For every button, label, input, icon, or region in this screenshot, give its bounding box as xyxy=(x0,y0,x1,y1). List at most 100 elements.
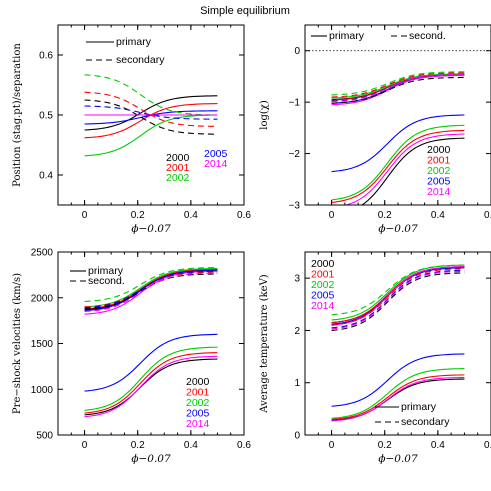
series-line-2002-solid xyxy=(331,124,465,201)
series-line-2005-dashed xyxy=(84,105,218,120)
x-tick-label: 0.6 xyxy=(484,210,491,221)
series-line-2001-dashed xyxy=(331,72,465,98)
x-tick-label: 0.6 xyxy=(237,440,251,451)
series-line-2002-solid xyxy=(84,114,218,157)
x-tick-label: 0 xyxy=(82,440,88,451)
series-line-2014-solid xyxy=(331,376,465,422)
series-line-2014-dashed xyxy=(84,272,218,313)
x-tick-label: 0.6 xyxy=(237,210,251,221)
x-tick-label: 0.4 xyxy=(431,210,445,221)
legend-year-2005: 2005 xyxy=(427,176,451,188)
y-tick-label: −2 xyxy=(289,149,301,160)
y-tick-label: 2000 xyxy=(31,293,54,304)
series-line-2005-solid xyxy=(84,110,218,125)
y-tick-label: 1500 xyxy=(31,339,54,350)
series-group xyxy=(84,74,218,157)
figure-title: Simple equilibrium xyxy=(200,5,290,17)
panel-position: 0 0.2 0.4 0.6 0.4 0.5 0.6 ϕ−0.07 Position (stag.… xyxy=(12,24,251,235)
x-axis-label: ϕ−0.07 xyxy=(131,223,171,235)
series-group xyxy=(331,71,465,205)
panel-velocity: 0 0.2 0.4 0.6 500 1000 1500 2000 2500 ϕ−0.07 Pre−s… xyxy=(12,248,251,466)
series-line-2000-solid xyxy=(84,95,218,131)
series-group xyxy=(84,267,218,418)
y-tick-label: 1000 xyxy=(31,385,54,396)
legend-label: secondary xyxy=(401,416,450,428)
series-line-2005-solid xyxy=(331,114,465,173)
y-axis-label: Position (stag.pt)/separation xyxy=(12,43,23,187)
series-line-2001-solid xyxy=(331,129,465,203)
series-line-2000-solid xyxy=(331,267,465,324)
x-axis-label: ϕ−0.07 xyxy=(378,453,418,465)
y-tick-label: 0.5 xyxy=(39,111,53,122)
legend-year-2001: 2001 xyxy=(186,387,210,399)
x-tick-label: 0.4 xyxy=(184,440,198,451)
x-tick-label: 0.2 xyxy=(378,440,392,451)
legend-year-2005: 2005 xyxy=(186,408,210,420)
legend-year-2014: 2014 xyxy=(427,186,451,198)
series-line-2002-dashed xyxy=(84,267,218,302)
legend-year-2005: 2005 xyxy=(311,290,335,302)
legend-year-2002: 2002 xyxy=(311,279,335,291)
legend-label: primary xyxy=(116,36,152,48)
series-line-2000-dashed xyxy=(331,76,465,104)
legend-label: second. xyxy=(409,30,446,42)
series-line-2000-solid xyxy=(361,137,465,205)
legend-label: primary xyxy=(401,401,437,413)
series-line-2014-dashed xyxy=(331,270,465,330)
y-tick-label: 1 xyxy=(294,378,300,389)
series-line-2001-dashed xyxy=(84,91,218,127)
legend-year-2000: 2000 xyxy=(166,152,190,164)
legend-year-2001: 2001 xyxy=(311,269,335,281)
y-tick-label: 0 xyxy=(294,431,300,442)
series-group xyxy=(331,264,465,422)
legend-year-2002: 2002 xyxy=(427,165,451,177)
x-tick-label: 0.4 xyxy=(184,210,198,221)
x-tick-label: 0 xyxy=(82,210,88,221)
legend-label: secondary xyxy=(116,54,165,66)
legend-year-2014: 2014 xyxy=(186,418,210,430)
series-line-2000-solid xyxy=(331,74,465,101)
legend-year-2014: 2014 xyxy=(311,300,335,312)
y-axis-label: Average temperature (keV) xyxy=(259,274,270,414)
y-tick-label: 0 xyxy=(294,46,300,57)
legend-year-2000: 2000 xyxy=(311,258,335,270)
x-tick-label: 0 xyxy=(329,210,335,221)
y-tick-label: −3 xyxy=(289,201,301,212)
y-tick-label: 3 xyxy=(294,274,300,285)
legend-label: primary xyxy=(329,30,365,42)
series-line-2005-solid xyxy=(331,353,465,407)
series-line-2005-dashed xyxy=(331,269,465,329)
x-tick-label: 0.2 xyxy=(131,210,145,221)
series-line-2005-solid xyxy=(84,333,218,392)
series-line-2000-dashed xyxy=(84,99,218,135)
series-line-2005-dashed xyxy=(84,270,218,309)
series-line-2001-solid xyxy=(331,374,465,420)
legend-label: second. xyxy=(88,275,125,287)
x-tick-label: 0 xyxy=(329,440,335,451)
panel-temperature: 0 0.2 0.4 0.6 0 1 2 3 ϕ−0.07 Average temperature … xyxy=(259,251,491,465)
series-line-2014-solid xyxy=(84,355,218,418)
x-tick-label: 0.2 xyxy=(131,440,145,451)
legend-year-2002: 2002 xyxy=(186,397,210,409)
y-tick-label: 2500 xyxy=(31,248,54,259)
y-axis-label: Pre−shock velocities (km/s) xyxy=(12,273,23,414)
series-line-2000-dashed xyxy=(331,272,465,331)
series-line-2014-solid xyxy=(343,133,465,205)
plot-frame xyxy=(57,251,245,436)
series-line-2014-dashed xyxy=(331,73,465,103)
series-line-2001-dashed xyxy=(331,268,465,326)
series-line-2002-solid xyxy=(331,368,465,419)
x-tick-label: 0.4 xyxy=(431,440,445,451)
series-line-2014-solid xyxy=(331,74,465,106)
series-line-2002-dashed xyxy=(331,71,465,96)
legend-year-2002: 2002 xyxy=(166,172,190,184)
legend-year-2001: 2001 xyxy=(427,155,451,167)
x-axis-label: ϕ−0.07 xyxy=(378,223,418,235)
x-tick-label: 0.6 xyxy=(484,440,491,451)
series-line-2001-solid xyxy=(331,266,465,324)
y-tick-label: 0.6 xyxy=(39,51,53,62)
legend-year-2000: 2000 xyxy=(186,376,210,388)
y-tick-label: 2 xyxy=(294,326,300,337)
y-axis-label: log(χ) xyxy=(259,100,270,130)
x-tick-label: 0.2 xyxy=(378,210,392,221)
